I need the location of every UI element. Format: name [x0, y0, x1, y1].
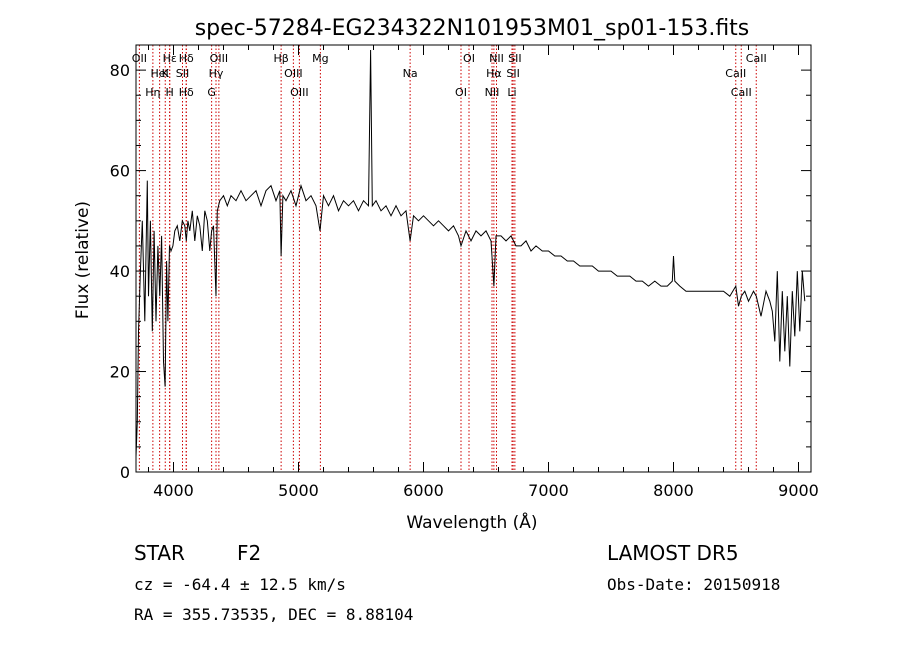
line-marker-label: OI [455, 86, 467, 99]
line-marker-label: OI [463, 52, 475, 65]
spectrum-line [135, 49, 806, 457]
y-axis-label: Flux (relative) [73, 201, 93, 319]
obs-date: Obs-Date: 20150918 [607, 575, 780, 594]
survey-name: LAMOST DR5 [607, 541, 739, 565]
line-marker-label: Hε [163, 52, 177, 65]
x-axis-label: Wavelength (Å) [406, 511, 537, 533]
line-marker-label: Na [403, 67, 418, 80]
y-axis: 0 20 40 60 80 [110, 61, 811, 482]
object-subclass: F2 [237, 541, 261, 565]
line-marker-label: Hα [486, 67, 502, 80]
line-marker-label: K [162, 67, 170, 80]
line-marker-label: OIII [290, 86, 308, 99]
ra-dec: RA = 355.73535, DEC = 8.88104 [134, 605, 413, 624]
x-tick-label: 4000 [153, 481, 194, 500]
x-tick-label: 9000 [778, 481, 819, 500]
cz-velocity: cz = -64.4 ± 12.5 km/s [134, 575, 346, 594]
plot-frame [135, 44, 812, 473]
line-marker-label: Hβ [273, 52, 288, 65]
line-marker-label: OIII [284, 67, 302, 80]
line-marker-label: CaII [725, 67, 746, 80]
line-marker-label: Li [507, 86, 516, 99]
line-marker-label: OIII [210, 52, 228, 65]
y-tick-label: 60 [110, 162, 130, 181]
y-tick-label: 80 [110, 61, 130, 80]
line-marker-label: Hδ [179, 52, 194, 65]
chart-title: spec-57284-EG234322N101953M01_sp01-153.f… [195, 16, 750, 41]
line-marker-label: SII [508, 52, 521, 65]
object-class: STAR [134, 541, 185, 565]
x-tick-label: 8000 [653, 481, 694, 500]
x-tick-label: 5000 [278, 481, 319, 500]
line-marker-label: H [165, 86, 173, 99]
line-marker-label: HeI [150, 67, 168, 80]
x-axis: 4000 5000 6000 7000 8000 9000 [148, 45, 819, 500]
line-marker-label: Hγ [209, 67, 224, 80]
line-marker-label: OII [132, 52, 147, 65]
y-tick-label: 40 [110, 262, 130, 281]
line-marker-label: CaII [746, 52, 767, 65]
line-marker-label: Hδ [179, 86, 194, 99]
line-marker-label: NII [485, 86, 500, 99]
line-marker-label: SII [176, 67, 189, 80]
line-marker-label: G [207, 86, 216, 99]
line-marker-label: Mg [312, 52, 328, 65]
line-marker-label: SII [506, 67, 519, 80]
line-marker-label: CaII [731, 86, 752, 99]
x-tick-label: 7000 [528, 481, 569, 500]
y-tick-label: 20 [110, 363, 130, 382]
x-tick-label: 6000 [403, 481, 444, 500]
line-markers [138, 45, 757, 472]
line-marker-label: NII [489, 52, 504, 65]
line-marker-label: Hη [145, 86, 160, 99]
y-tick-label: 0 [120, 463, 130, 482]
